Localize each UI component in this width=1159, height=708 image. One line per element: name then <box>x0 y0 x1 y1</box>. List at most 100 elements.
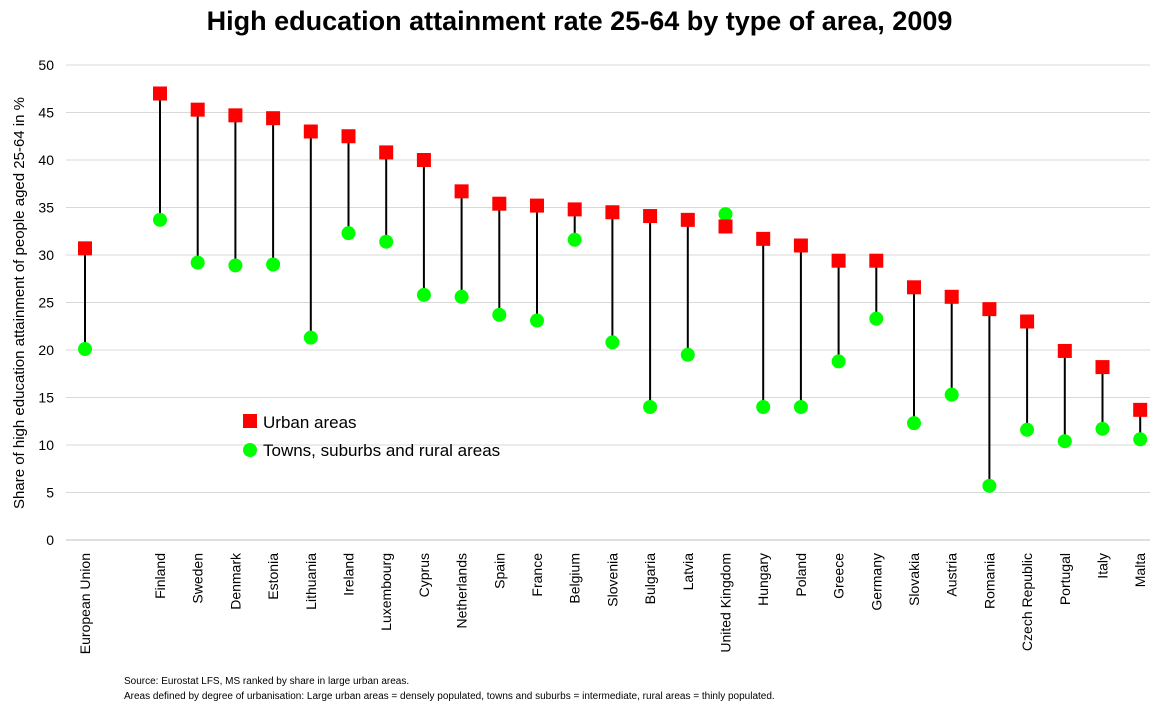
y-tick-label: 5 <box>46 485 54 501</box>
x-tick-label: Estonia <box>265 553 281 600</box>
rural-point <box>379 234 394 249</box>
rural-point <box>1020 422 1035 437</box>
rural-point <box>831 354 846 369</box>
y-tick-label: 30 <box>38 247 54 263</box>
y-tick-label: 45 <box>38 105 54 121</box>
urban-point <box>982 302 997 317</box>
x-axis-labels: European Union Finland Sweden Denmark Estoni… <box>77 552 1148 654</box>
rural-point <box>266 257 281 272</box>
urban-point <box>1020 314 1035 329</box>
x-tick-label: Germany <box>868 553 884 611</box>
x-tick-label: Italy <box>1095 553 1111 579</box>
rural-point <box>1095 421 1110 436</box>
rural-point <box>1057 434 1072 449</box>
rural-point <box>454 289 469 304</box>
source-note: Source: Eurostat LFS, MS ranked by share… <box>124 676 410 687</box>
x-tick-label: Cyprus <box>416 553 432 597</box>
x-tick-label: France <box>529 553 545 597</box>
urban-point <box>228 108 243 123</box>
urban-point <box>78 241 92 256</box>
rural-point <box>982 478 997 493</box>
urban-point <box>492 196 507 211</box>
rural-point <box>303 330 318 345</box>
urban-point <box>416 153 431 167</box>
urban-series <box>78 86 1148 417</box>
urban-point <box>907 280 921 295</box>
urban-point <box>567 202 582 217</box>
urban-point <box>718 219 733 234</box>
rural-point <box>907 416 921 431</box>
rural-point <box>153 212 167 227</box>
rural-point <box>718 207 733 222</box>
x-tick-label: Slovenia <box>604 553 620 607</box>
x-tick-label: Latvia <box>680 553 696 591</box>
rural-point <box>190 255 205 270</box>
y-tick-label: 15 <box>38 390 54 406</box>
rural-point <box>793 400 808 414</box>
x-tick-label: Bulgaria <box>642 553 658 605</box>
rural-point <box>1133 432 1148 447</box>
chart-title: High education attainment rate 25-64 by … <box>206 6 953 36</box>
rural-point <box>341 226 356 241</box>
x-tick-label: Ireland <box>341 553 357 596</box>
y-tick-label: 40 <box>38 152 54 168</box>
x-tick-label: Austria <box>944 553 960 597</box>
x-tick-label: Romania <box>981 553 997 609</box>
urban-point <box>1095 360 1110 375</box>
x-tick-label: Portugal <box>1057 553 1073 605</box>
x-tick-label: Lithuania <box>303 553 319 610</box>
urban-point <box>454 184 469 199</box>
x-tick-label: Hungary <box>755 553 771 606</box>
x-tick-label: Sweden <box>190 553 206 604</box>
urban-point <box>793 238 808 253</box>
y-tick-label: 50 <box>38 57 54 73</box>
urban-point <box>1133 402 1148 417</box>
legend-urban-marker <box>243 414 257 428</box>
x-tick-label: Luxembourg <box>378 553 394 631</box>
rural-point <box>643 400 658 414</box>
legend-rural-label: Towns, suburbs and rural areas <box>263 441 500 460</box>
x-tick-label: Greece <box>831 553 847 599</box>
rural-point <box>530 313 544 328</box>
y-tick-label: 25 <box>38 295 54 311</box>
urban-point <box>379 145 394 160</box>
urban-point <box>1057 343 1072 358</box>
urban-point <box>303 124 318 139</box>
y-axis-ticks: 0 5 10 15 20 25 30 35 40 45 50 <box>38 57 54 548</box>
x-tick-label: Netherlands <box>454 553 470 629</box>
urban-point <box>680 212 695 227</box>
urban-point <box>190 102 205 117</box>
x-tick-label: Finland <box>152 553 168 599</box>
rural-point <box>78 342 92 357</box>
rural-point <box>567 232 582 247</box>
x-tick-label: Slovakia <box>906 553 922 606</box>
y-tick-label: 35 <box>38 200 54 216</box>
connector-lines <box>84 93 1142 486</box>
y-tick-label: 20 <box>38 342 54 358</box>
rural-point <box>680 347 695 362</box>
x-tick-label: Spain <box>491 553 507 589</box>
urban-point <box>153 86 167 101</box>
urban-point <box>341 129 356 144</box>
urban-point <box>605 205 620 220</box>
rural-point <box>605 335 620 350</box>
urban-point <box>944 289 959 304</box>
legend-urban-label: Urban areas <box>263 413 357 432</box>
y-tick-label: 0 <box>46 532 54 548</box>
x-tick-label: Czech Republic <box>1019 553 1035 651</box>
definition-note: Areas defined by degree of urbanisation:… <box>124 691 775 702</box>
x-tick-label: Belgium <box>567 553 583 604</box>
urban-point <box>266 111 281 126</box>
x-tick-label: Poland <box>793 553 809 597</box>
rural-point <box>944 387 959 402</box>
urban-point <box>831 253 846 268</box>
rural-point <box>416 287 431 302</box>
rural-point <box>492 307 507 322</box>
urban-point <box>643 209 658 224</box>
x-tick-label: United Kingdom <box>718 553 734 653</box>
urban-point <box>869 253 884 268</box>
legend: Urban areas Towns, suburbs and rural are… <box>243 413 500 460</box>
x-tick-label: Denmark <box>227 552 243 610</box>
legend-rural-marker <box>243 443 257 457</box>
